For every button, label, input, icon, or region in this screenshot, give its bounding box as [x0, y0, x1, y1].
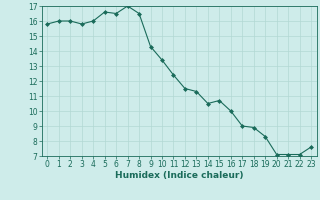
X-axis label: Humidex (Indice chaleur): Humidex (Indice chaleur)	[115, 171, 244, 180]
